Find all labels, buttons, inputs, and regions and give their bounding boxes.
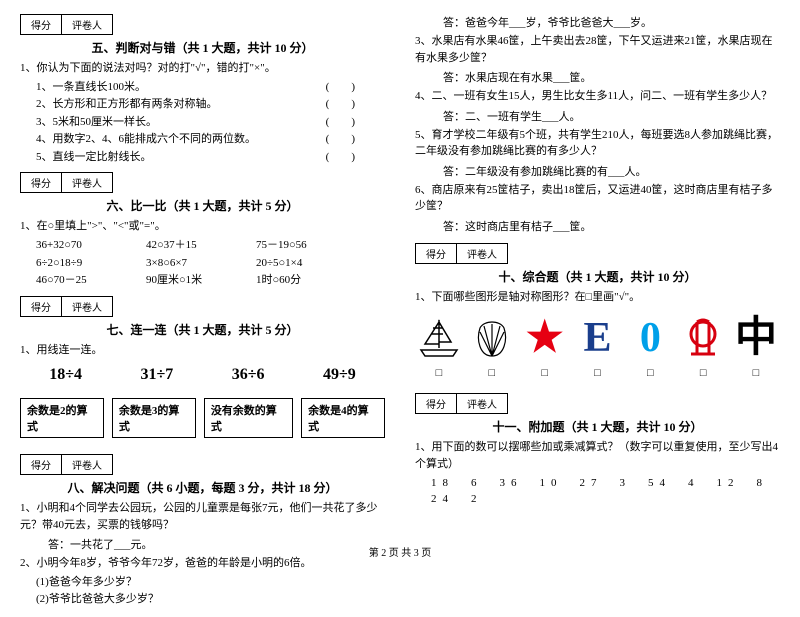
judge-label: 评卷人: [62, 15, 112, 34]
sec8-a6: 答：这时商店里有桔子___筐。: [415, 218, 780, 234]
letter-e: E: [573, 317, 621, 359]
sailboat-icon: [415, 316, 463, 360]
sec11-nums: 18 6 36 10 27 3 54 4 12 8 24 2: [415, 474, 780, 506]
char-zhong: 中: [732, 317, 780, 359]
sec6-row: 6÷2○18÷93×8○6×720÷5○1×4: [20, 255, 385, 273]
sec6-row: 46○70－2590厘米○1米1时○60分: [20, 272, 385, 290]
sec8-q2a: (1)爸爸今年多少岁？: [20, 574, 385, 592]
digit-zero: 0: [626, 317, 674, 359]
shell-icon: [468, 316, 516, 360]
sec8-q1: 1、小明和4个同学去公园玩，公园的儿童票是每张7元，他们一共花了多少元？带40元…: [20, 500, 385, 533]
sec5-item: 2、长方形和正方形都有两条对称轴。( ): [20, 96, 385, 114]
sec5-item: 5、直线一定比射线长。( ): [20, 149, 385, 167]
sec7-tags: 余数是2的算式余数是3的算式没有余数的算式余数是4的算式: [20, 398, 385, 438]
judge-label: 评卷人: [62, 297, 112, 316]
score-label: 得分: [21, 297, 62, 316]
judge-label: 评卷人: [62, 173, 112, 192]
sec5-q: 1、你认为下面的说法对吗？对的打"√"，错的打"×"。: [20, 60, 385, 77]
sec8-q4: 4、二、一班有女生15人，男生比女生多11人，问二、一班有学生多少人？: [415, 88, 780, 105]
star-icon: ★: [521, 317, 569, 359]
rail-icon: [679, 316, 727, 360]
judge-label: 评卷人: [62, 455, 112, 474]
sec7-q: 1、用线连一连。: [20, 342, 385, 359]
sec8-q3: 3、水果店有水果46筐，上午卖出去28筐，下午又运进来21筐，水果店现在有水果多…: [415, 33, 780, 66]
sec10-q: 1、下面哪些图形是轴对称图形？在□里画"√"。: [415, 289, 780, 306]
sec8-a5: 答：二年级没有参加跳绳比赛的有___人。: [415, 163, 780, 179]
sec7-divs: 18÷431÷736÷649÷9: [20, 366, 385, 384]
page-footer: 第 2 页 共 3 页: [0, 544, 800, 559]
sec10-shapes: ★ E 0 中: [415, 313, 780, 363]
sec5-item: 1、一条直线长100米。( ): [20, 79, 385, 97]
sec8-a2: 答：爸爸今年___岁，爷爷比爸爸大___岁。: [415, 14, 780, 30]
sec8-title: 八、解决问题（共 6 小题，每题 3 分，共计 18 分）: [20, 479, 385, 496]
sec6-q: 1、在○里填上">"、"<"或"="。: [20, 218, 385, 235]
sec10-title: 十、综合题（共 1 大题，共计 10 分）: [415, 268, 780, 285]
score-label: 得分: [416, 394, 457, 413]
score-label: 得分: [21, 173, 62, 192]
sec6-row: 36+32○7042○37＋1575－19○56: [20, 237, 385, 255]
sec8-q2b: (2)爷爷比爸爸大多少岁？: [20, 591, 385, 609]
score-label: 得分: [21, 15, 62, 34]
sec11-title: 十一、附加题（共 1 大题，共计 10 分）: [415, 418, 780, 435]
sec7-title: 七、连一连（共 1 大题，共计 5 分）: [20, 321, 385, 338]
sec6-title: 六、比一比（共 1 大题，共计 5 分）: [20, 197, 385, 214]
sec8-a3: 答：水果店现在有水果___筐。: [415, 69, 780, 85]
score-label: 得分: [416, 244, 457, 263]
sec5-title: 五、判断对与错（共 1 大题，共计 10 分）: [20, 39, 385, 56]
sec8-q5: 5、育才学校二年级有5个班，共有学生210人，每班要选8人参加跳绳比赛，二年级没…: [415, 127, 780, 160]
sec8-a4: 答：二、一班有学生___人。: [415, 108, 780, 124]
sec5-item: 3、5米和50厘米一样长。( ): [20, 114, 385, 132]
judge-label: 评卷人: [457, 394, 507, 413]
sec11-q: 1、用下面的数可以摆哪些加或乘减算式？（数字可以重复使用，至少写出4个算式）: [415, 439, 780, 472]
sec10-boxes: □□□□□□□: [415, 367, 780, 379]
sec8-q6: 6、商店原来有25筐桔子，卖出18筐后，又运进40筐，这时商店里有桔子多少筐？: [415, 182, 780, 215]
judge-label: 评卷人: [457, 244, 507, 263]
sec5-item: 4、用数字2、4、6能排成六个不同的两位数。( ): [20, 131, 385, 149]
score-label: 得分: [21, 455, 62, 474]
